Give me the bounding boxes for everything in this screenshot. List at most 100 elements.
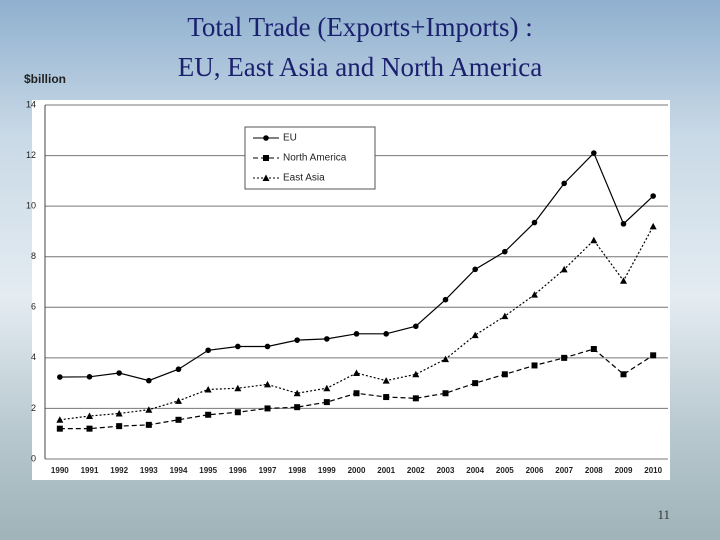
y-tick-label: 14 (26, 99, 36, 109)
marker (146, 377, 152, 384)
marker (264, 380, 271, 388)
marker (175, 416, 182, 423)
marker (650, 193, 656, 199)
marker (442, 390, 449, 397)
title-line: Total Trade (Exports+Imports) : (187, 12, 533, 42)
x-tick-label: 2005 (496, 466, 514, 475)
x-tick-label: 2010 (644, 466, 662, 475)
marker (383, 331, 389, 337)
y-tick-label: 0 (31, 453, 36, 463)
marker (86, 374, 93, 380)
marker (324, 336, 330, 342)
x-tick-label: 1991 (81, 466, 99, 475)
marker (382, 377, 390, 384)
marker (264, 343, 271, 350)
marker (235, 343, 241, 350)
marker (560, 265, 568, 273)
marker (234, 409, 241, 416)
x-tick-label: 2002 (407, 466, 425, 475)
marker (472, 266, 478, 273)
marker (471, 331, 479, 339)
marker (56, 416, 64, 423)
x-tick-label: 2001 (377, 466, 395, 475)
x-tick-label: 2007 (555, 466, 573, 475)
legend-marker (262, 174, 270, 181)
x-tick-label: 1998 (288, 466, 306, 475)
x-tick-label: 2008 (585, 466, 603, 475)
legend-marker (263, 155, 269, 161)
x-tick-label: 2009 (615, 466, 633, 475)
x-tick-label: 2003 (437, 466, 455, 475)
marker (294, 337, 300, 343)
legend-marker (263, 135, 269, 141)
marker (323, 384, 331, 392)
marker (56, 425, 63, 432)
x-tick-label: 1997 (259, 466, 277, 475)
x-tick-label: 1992 (110, 466, 128, 475)
marker (86, 412, 93, 420)
x-tick-label: 1999 (318, 466, 336, 475)
marker (620, 221, 627, 227)
marker (531, 291, 538, 298)
marker (175, 366, 182, 373)
y-tick-label: 4 (31, 352, 36, 362)
y-tick-label: 12 (26, 150, 36, 160)
marker (501, 371, 508, 378)
marker (116, 423, 123, 430)
marker (649, 222, 657, 230)
marker (591, 150, 597, 156)
x-tick-label: 2000 (348, 466, 366, 475)
marker (620, 277, 627, 284)
y-tick-label: 6 (31, 302, 36, 312)
marker (413, 323, 419, 330)
marker (115, 409, 123, 417)
x-tick-label: 2004 (466, 466, 484, 475)
marker (204, 385, 212, 393)
x-tick-label: 1995 (199, 466, 217, 475)
marker (353, 331, 360, 337)
legend-label: EU (283, 133, 297, 144)
x-tick-label: 1996 (229, 466, 247, 475)
y-axis-label: $billion (24, 72, 66, 86)
marker (234, 384, 242, 392)
marker (561, 180, 567, 187)
marker (650, 352, 657, 359)
marker (264, 405, 271, 412)
marker (116, 370, 122, 376)
marker (175, 397, 182, 404)
marker (561, 354, 568, 361)
marker (205, 347, 211, 354)
x-tick-label: 1993 (140, 466, 158, 475)
marker (412, 370, 420, 378)
marker (294, 404, 301, 411)
slide-number: 11 (657, 507, 670, 522)
x-tick-label: 1994 (170, 466, 188, 475)
y-tick-label: 10 (26, 201, 36, 211)
legend-label: East Asia (283, 173, 325, 184)
title-line: EU, East Asia and North America (178, 52, 542, 82)
marker (353, 390, 360, 397)
marker (442, 296, 449, 303)
marker (620, 371, 627, 378)
line (59, 226, 654, 421)
marker (502, 248, 508, 255)
marker (353, 369, 360, 377)
marker (293, 389, 301, 397)
marker (86, 425, 93, 432)
marker (412, 395, 419, 402)
marker (590, 236, 598, 244)
marker (590, 346, 597, 353)
marker (472, 380, 479, 387)
marker (323, 399, 330, 406)
legend-label: North America (283, 153, 347, 164)
marker (383, 394, 390, 401)
marker (57, 374, 63, 380)
marker (501, 312, 509, 320)
marker (205, 411, 212, 418)
marker (442, 355, 449, 363)
marker (531, 219, 538, 226)
y-tick-label: 8 (31, 251, 36, 261)
marker (145, 421, 152, 428)
